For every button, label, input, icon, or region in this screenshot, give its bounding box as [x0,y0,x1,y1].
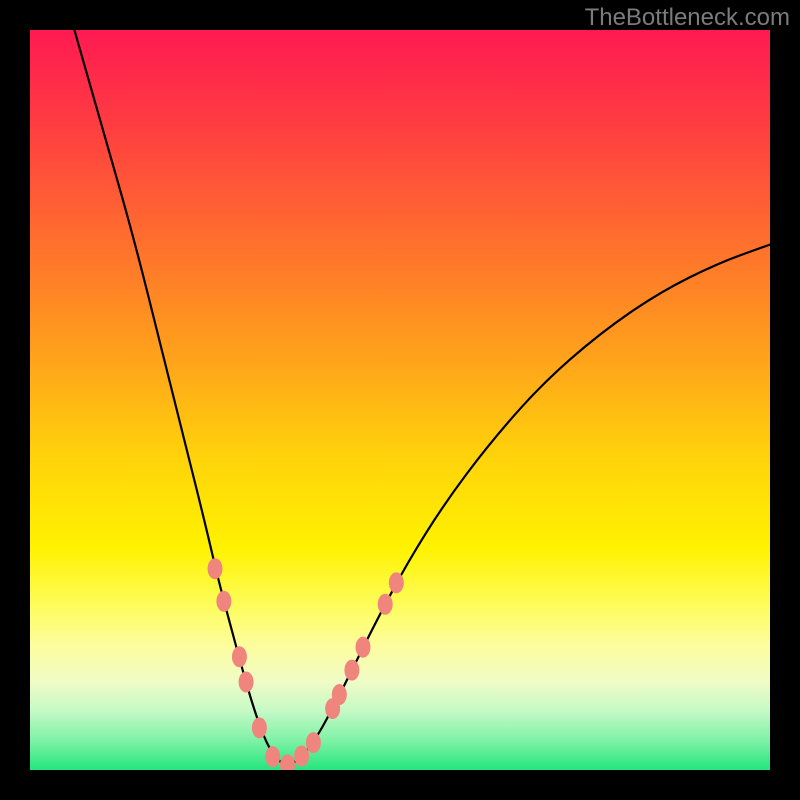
curve-marker [306,732,321,753]
curve-marker [265,746,280,767]
curve-marker [252,717,267,738]
curve-marker [378,594,393,615]
curve-marker [216,591,231,612]
curve-marker [332,684,347,705]
bottleneck-chart [0,0,800,800]
curve-marker [389,572,404,593]
chart-root: TheBottleneck.com [0,0,800,800]
curve-marker [239,671,254,692]
curve-marker [232,646,247,667]
curve-marker [344,660,359,681]
gradient-background [30,30,770,770]
watermark-label: TheBottleneck.com [585,4,790,32]
curve-marker [294,745,309,766]
curve-marker [208,558,223,579]
curve-marker [280,754,295,775]
curve-marker [356,637,371,658]
